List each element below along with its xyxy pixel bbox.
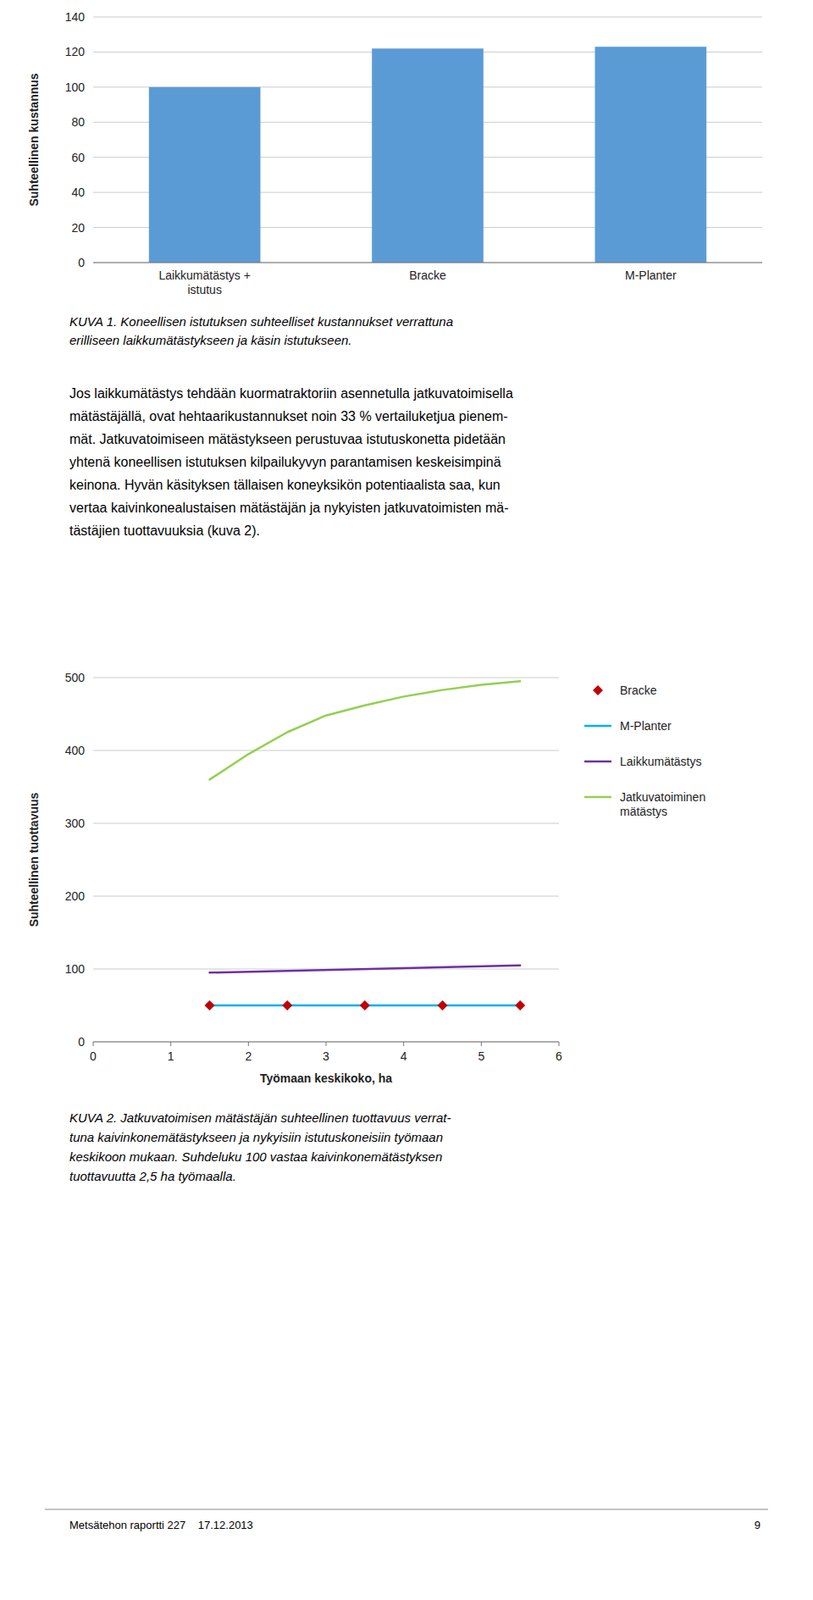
x-tick [93,1041,95,1046]
bar [595,46,708,263]
x-tick-label: 5 [477,1049,485,1063]
x-tick [481,1041,482,1046]
x-tick [248,1041,249,1046]
x-axis-label: Työmaan keskikoko, ha [259,1071,393,1085]
x-tick-label: 6 [555,1049,563,1063]
y-tick-label: 60 [71,150,85,165]
caption: erilliseen laikkumätästykseen ja käsin i… [69,332,353,348]
y-tick-label: 0 [77,255,85,270]
x-axis-line [93,262,763,264]
y-tick-label: 40 [71,185,85,200]
y-tick-label: 140 [65,10,86,24]
body-text: yhtenä koneellisen istutuksen kilpailuky… [69,454,502,470]
x-tick-label: Laikkumätästys +istutus [158,268,251,297]
body-text: mätästäjällä, ovat hehtaarikustannukset … [69,409,509,424]
x-tick [170,1041,172,1046]
footer-rule [44,1509,769,1510]
grid-line [93,262,763,264]
y-tick-label: 500 [65,670,86,685]
page: 020406080100120140Laikkumätästys +istutu… [0,0,813,1600]
legend-label: Laikkumätästys [619,754,702,769]
caption: keskikoon mukaan. Suhdeluku 100 vastaa k… [69,1149,443,1164]
point [282,1000,293,1011]
caption: tuna kaivinkonemätästykseen ja nykyisiin… [69,1129,443,1145]
x-tick [326,1041,327,1046]
y-tick-label: 200 [65,889,86,903]
page-number: 9 [754,1518,761,1532]
point [359,1000,371,1011]
y-tick-label: 20 [71,221,85,235]
grid-line [93,895,559,897]
bar-chart: 0 20 40 60 80 100 120 140 Laikkumätästys +istutu… [27,10,763,297]
y-tick-label: 0 [77,1034,85,1049]
caption: KUVA 2. Jatkuvatoimisen mätästäjän suhte… [69,1110,452,1125]
body-text: keinona. Hyvän käsityksen tällaisen kone… [69,477,501,493]
x-tick-label: Bracke [409,268,447,283]
x-tick [403,1041,404,1046]
legend-label: Bracke [619,683,658,697]
bar [371,48,484,263]
caption: tuottavuutta 2,5 ha työmaalla. [69,1168,237,1184]
y-tick-label: 100 [65,80,86,95]
background [0,0,813,1600]
point [514,1000,526,1011]
legend-label: M-Planter [619,718,672,733]
footer-text: Metsätehon raportti 227 17.12.2013 [69,1518,254,1532]
series-line [210,680,521,780]
x-tick-label: 2 [244,1049,252,1063]
bar [149,87,261,263]
legend-symbol [592,685,603,696]
x-tick-label: 3 [322,1049,330,1063]
grid-line [93,823,559,825]
x-tick-label: 0 [89,1049,97,1063]
y-tick-label: 400 [65,743,86,758]
body-text: mät. Jatkuvatoimiseen mätästykseen perus… [69,431,506,447]
x-tick [558,1041,560,1046]
body-text: Jos laikkumätästys tehdään kuormatraktor… [69,386,514,401]
y-axis-label: Suhteellinen tuottavuus [27,791,41,927]
legend-label: Jatkuvatoiminenmätästys [619,790,706,819]
grid-line [93,677,559,679]
legend-symbol [584,796,612,799]
caption: KUVA 1. Koneellisen istutuksen suhteelli… [69,314,454,329]
series [204,680,526,1011]
grid-line [93,750,559,752]
x-tick-label: 4 [400,1049,408,1063]
point [204,1000,216,1011]
y-axis-label: Suhteellinen kustannus [27,72,41,206]
grid-line [93,16,763,18]
point [437,1000,448,1011]
body-text: vertaa kaivinkonealustaisen mätästäjän j… [69,500,509,515]
series-line [210,965,521,974]
x-tick-label: M-Planter [624,268,677,283]
bars [149,46,707,263]
legend-symbol [584,760,612,764]
legend-symbol [584,724,612,728]
x-tick-label: 1 [167,1049,175,1063]
line-chart: 0 100 200 300 400 500 0 1 2 3 4 5 6 Bracke M-Planter La… [27,670,706,1085]
legend: Bracke M-Planter Laikkumätästys Jatkuvatoim… [584,683,706,819]
y-tick-label: 300 [65,816,86,830]
y-tick-label: 80 [71,115,85,129]
body-text: tästäjien tuottavuuksia (kuva 2). [69,523,260,538]
y-tick-label: 100 [65,962,86,976]
y-tick-label: 120 [65,44,86,59]
